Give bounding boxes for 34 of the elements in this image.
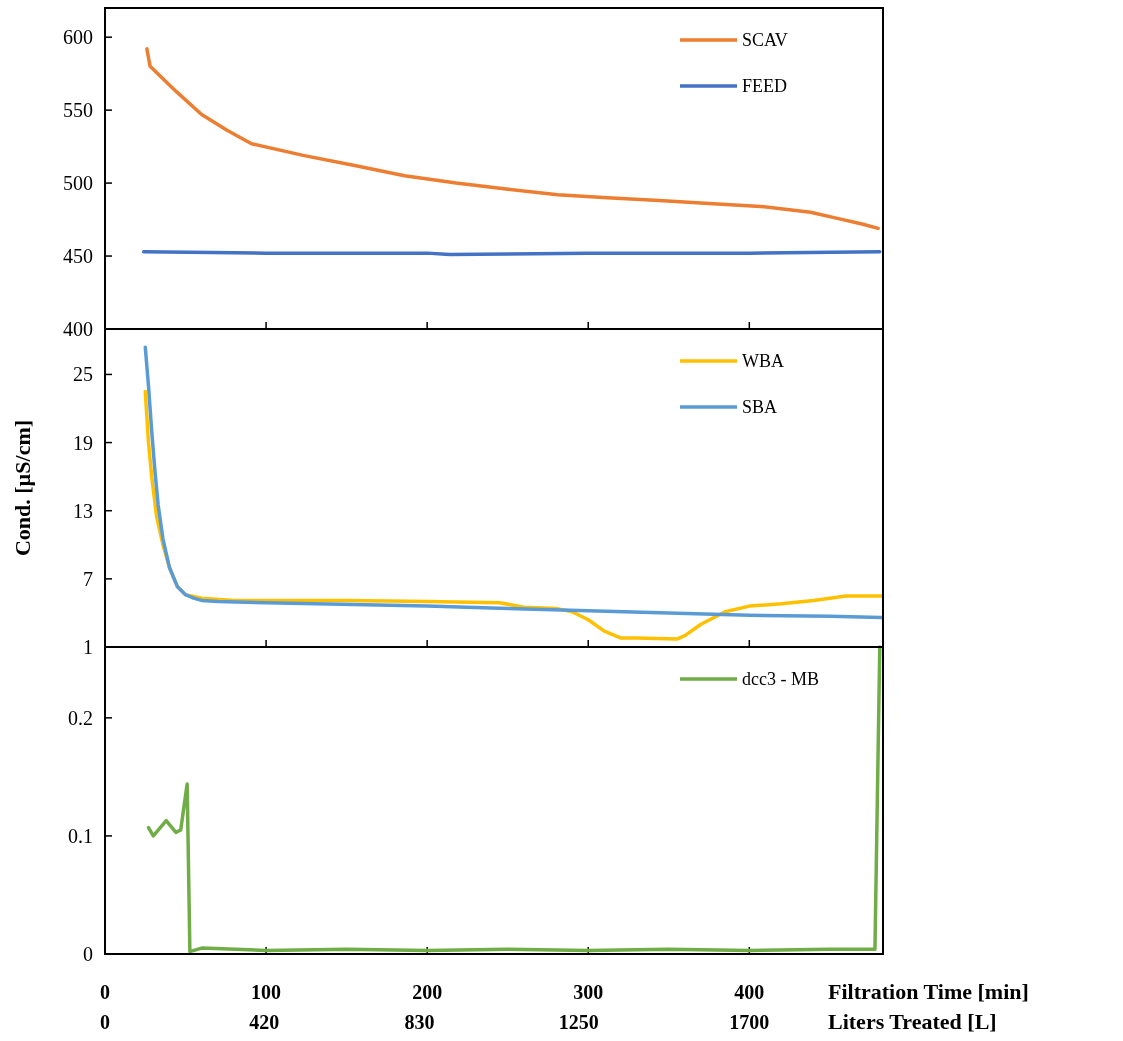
y-tick-label: 19 [73, 431, 93, 454]
x2-tick-label: 1700 [729, 1011, 770, 1033]
y-tick-label: 400 [63, 318, 93, 340]
x-tick-label: 300 [573, 981, 604, 1003]
x-tick-label: 400 [734, 981, 765, 1003]
x2-tick-label: 0 [100, 1011, 110, 1033]
y-tick-label: 450 [63, 245, 93, 268]
legend-label: FEED [742, 76, 787, 97]
y-tick-label: 0.1 [68, 824, 93, 847]
x-axis-title: Filtration Time [min] [828, 979, 1029, 1004]
legend-label: dcc3 - MB [742, 669, 819, 690]
line-series [143, 345, 883, 620]
x2-tick-label: 420 [249, 1011, 280, 1033]
y-tick-label: 500 [63, 172, 93, 195]
line-series [146, 645, 882, 954]
legend-label: SCAV [742, 30, 788, 51]
y-axis-title: Cond. [µS/cm] [10, 419, 35, 557]
x-tick-label: 200 [412, 981, 443, 1003]
x2-tick-label: 1250 [558, 1011, 599, 1033]
legend-label: WBA [742, 351, 784, 372]
y-tick-label: 550 [63, 99, 93, 122]
x-tick-label: 100 [251, 981, 282, 1003]
y-tick-label: 0 [83, 943, 93, 965]
x2-tick-label: 830 [404, 1011, 435, 1033]
legend-label: SBA [742, 397, 778, 418]
x-tick-label: 0 [100, 981, 110, 1003]
y-tick-label: 13 [73, 499, 93, 522]
line-series [145, 47, 880, 231]
y-tick-label: 0.2 [68, 706, 93, 729]
y-tick-label: 25 [73, 363, 93, 386]
x2-axis-title: Liters Treated [L] [828, 1009, 997, 1034]
y-tick-label: 600 [63, 26, 93, 49]
y-tick-label: 7 [83, 567, 93, 590]
y-tick-label: 1 [83, 636, 93, 658]
